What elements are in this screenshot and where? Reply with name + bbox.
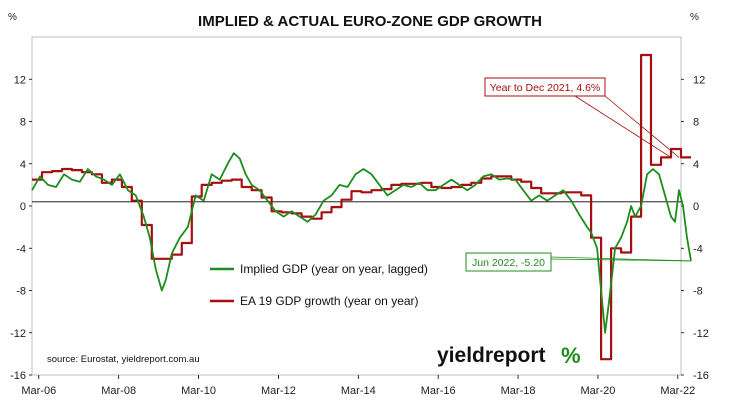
right-tick-label: -12 xyxy=(693,328,709,340)
left-axis-ticks: -16 -12 -8 -4 0 4 8 12 xyxy=(10,74,32,382)
right-tick-label: -8 xyxy=(693,286,703,298)
chart-title: IMPLIED & ACTUAL EURO-ZONE GDP GROWTH xyxy=(198,13,542,30)
logo-percent-symbol: % xyxy=(561,343,581,368)
legend-label-ea19-gdp: EA 19 GDP growth (year on year) xyxy=(240,294,419,308)
annotation-dec-2021-box xyxy=(484,77,606,97)
x-tick-label: Mar-16 xyxy=(421,385,456,397)
right-axis-unit: % xyxy=(690,12,699,23)
right-tick-label: -16 xyxy=(693,370,709,382)
left-tick-label: -4 xyxy=(16,243,26,255)
yieldreport-logo: yieldreport % xyxy=(437,343,581,368)
legend: Implied GDP (year on year, lagged) EA 19… xyxy=(210,262,428,308)
x-axis-ticks: Mar-06 Mar-08 Mar-10 Mar-12 Mar-14 Mar-16 Mar-… xyxy=(21,375,695,397)
x-tick-label: Mar-14 xyxy=(341,385,376,397)
annotation-jun-2022-text: Jun 2022, -5.20 xyxy=(472,257,545,269)
left-tick-label: 0 xyxy=(20,201,26,213)
left-tick-label: 12 xyxy=(14,74,26,86)
x-tick-label: Mar-08 xyxy=(101,385,136,397)
logo-wordmark: yieldreport xyxy=(437,344,546,367)
left-tick-label: 8 xyxy=(20,117,26,129)
annotation-dec-2021: Year to Dec 2021, 4.6% xyxy=(484,77,680,158)
annotation-jun-2022: Jun 2022, -5.20 xyxy=(465,252,691,272)
left-tick-label: 4 xyxy=(20,159,26,171)
series-implied-gdp-line xyxy=(31,152,692,334)
right-tick-label: -4 xyxy=(693,243,703,255)
left-axis-unit: % xyxy=(8,12,17,23)
right-tick-label: 0 xyxy=(693,201,699,213)
annotation-dec-2021-text: Year to Dec 2021, 4.6% xyxy=(490,82,601,94)
annotation-jun-2022-leader-b xyxy=(550,258,691,262)
x-tick-label: Mar-06 xyxy=(21,385,56,397)
x-tick-label: Mar-22 xyxy=(660,385,695,397)
series-ea19-gdp-line xyxy=(32,53,691,361)
right-tick-label: 8 xyxy=(693,117,699,129)
x-tick-label: Mar-20 xyxy=(581,385,616,397)
series-layer xyxy=(31,53,692,361)
annotation-dec-2021-leader-b xyxy=(604,95,680,158)
left-tick-label: -8 xyxy=(16,286,26,298)
left-tick-label: -16 xyxy=(10,370,26,382)
legend-label-implied-gdp: Implied GDP (year on year, lagged) xyxy=(240,262,428,276)
annotation-jun-2022-box xyxy=(465,252,552,272)
x-tick-label: Mar-12 xyxy=(261,385,296,397)
x-tick-label: Mar-18 xyxy=(501,385,536,397)
left-tick-label: -12 xyxy=(10,328,26,340)
right-axis-ticks: -16 -12 -8 -4 0 4 8 12 xyxy=(681,74,709,382)
source-note: source: Eurostat, yieldreport.com.au xyxy=(47,354,200,365)
x-tick-label: Mar-10 xyxy=(181,385,216,397)
annotation-dec-2021-leader-a xyxy=(574,95,672,158)
right-tick-label: 12 xyxy=(693,74,705,86)
right-tick-label: 4 xyxy=(693,159,699,171)
